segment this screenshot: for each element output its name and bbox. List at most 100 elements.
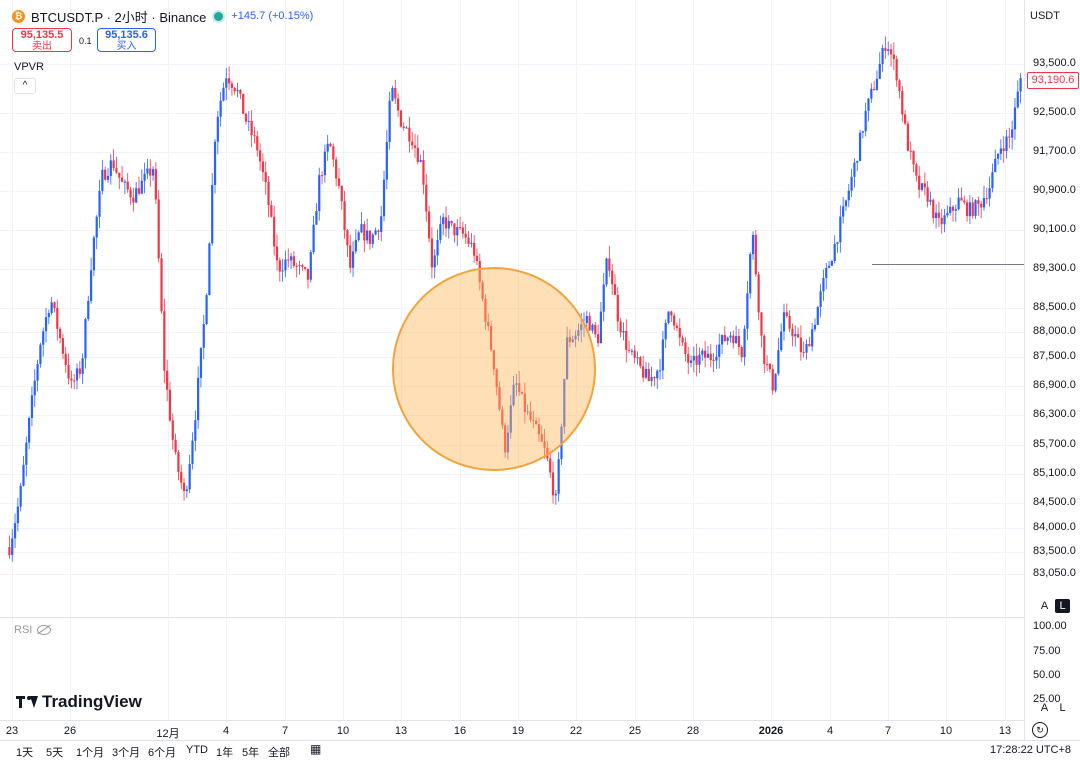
- candle-body: [78, 368, 81, 374]
- eye-off-icon[interactable]: [37, 625, 52, 635]
- candle-body: [737, 336, 741, 348]
- candle-body: [687, 354, 690, 363]
- candle-body: [929, 199, 932, 202]
- candle-body: [211, 184, 214, 244]
- candle-body: [661, 339, 664, 371]
- candle-body: [827, 265, 831, 268]
- vpvr-indicator-label[interactable]: VPVR: [14, 61, 44, 73]
- candle-body: [56, 308, 59, 329]
- candle-body: [875, 78, 879, 90]
- rsi-indicator-label[interactable]: RSI: [14, 624, 52, 636]
- candle-body: [360, 224, 363, 233]
- candle-body: [709, 353, 712, 360]
- circle-annotation[interactable]: [392, 267, 596, 471]
- currency-selector[interactable]: USDT: [1030, 10, 1060, 22]
- candle-body: [963, 200, 966, 203]
- pane-separator[interactable]: [0, 617, 1080, 618]
- candle-body: [42, 331, 45, 345]
- clock-timestamp[interactable]: 17:28:22 UTC+8: [990, 744, 1072, 756]
- chevron-up-icon: ^: [22, 80, 28, 91]
- tradingview-logo: TradingView: [16, 692, 142, 712]
- candle-body: [743, 328, 746, 358]
- rsi-tick-label: 25.00: [1033, 693, 1061, 705]
- candle-body: [658, 370, 662, 372]
- candle-body: [64, 353, 67, 365]
- candle-body: [180, 471, 183, 483]
- candle-body: [611, 270, 614, 285]
- range-button[interactable]: 3个月: [112, 747, 141, 759]
- chart-area[interactable]: [0, 0, 1024, 617]
- time-gridline: [771, 0, 772, 740]
- range-button[interactable]: 6个月: [148, 747, 177, 759]
- candle-body: [847, 190, 850, 201]
- candle-body: [768, 363, 772, 370]
- rsi-auto-scale-button[interactable]: A: [1040, 702, 1049, 714]
- symbol-title[interactable]: BTCUSDT.P · 2小时 · Binance: [31, 9, 207, 25]
- auto-scale-button[interactable]: A: [1040, 600, 1049, 612]
- candle-body: [109, 160, 112, 176]
- candle-body: [777, 350, 780, 374]
- candle-body: [729, 335, 732, 338]
- date-range-calendar-icon[interactable]: ▦: [310, 742, 322, 756]
- candle-body: [309, 252, 312, 280]
- candle-body: [999, 148, 1002, 154]
- candle-body: [926, 187, 929, 202]
- range-button[interactable]: 1年: [216, 747, 234, 759]
- candle-body: [329, 143, 332, 147]
- range-button[interactable]: 5年: [242, 747, 260, 759]
- price-gridline: [0, 574, 1024, 575]
- candle-body: [205, 295, 208, 325]
- candle-body: [151, 169, 155, 176]
- rsi-log-scale-button[interactable]: L: [1059, 702, 1066, 714]
- price-tick-label: 86,900.0: [1033, 379, 1076, 392]
- candle-body: [92, 237, 96, 271]
- candle-body: [149, 168, 152, 176]
- range-button[interactable]: YTD: [186, 744, 208, 756]
- candle-body: [1005, 136, 1008, 152]
- candle-body: [278, 260, 281, 272]
- collapse-indicators-button[interactable]: ^: [14, 78, 36, 94]
- candle-body: [422, 160, 425, 185]
- current-price-tag: 93,190.6: [1027, 72, 1079, 89]
- candle-body: [225, 78, 228, 88]
- spread-value: 0.1: [79, 36, 92, 46]
- candle-body: [808, 343, 811, 347]
- candle-body: [616, 294, 619, 322]
- candle-body: [287, 259, 290, 261]
- candle-body: [937, 212, 941, 218]
- price-gridline: [0, 527, 1024, 529]
- candle-body: [664, 322, 667, 340]
- candle-body: [219, 100, 222, 117]
- time-axis[interactable]: 23 26 12月 4 7 10 13 16 19 22 25 28 2026 4 7 10 13: [0, 720, 1024, 741]
- buy-button[interactable]: 95,135.6 买入: [97, 28, 156, 52]
- range-button[interactable]: 全部: [268, 747, 290, 759]
- range-button[interactable]: 1个月: [76, 747, 105, 759]
- range-button[interactable]: 1天: [16, 747, 34, 759]
- candle-body: [889, 49, 893, 55]
- bitcoin-icon: ₿: [12, 9, 25, 23]
- log-scale-button[interactable]: L: [1055, 599, 1070, 613]
- candle-body: [28, 417, 31, 443]
- time-tick-label: 10: [939, 725, 953, 737]
- candle-body: [940, 217, 943, 225]
- sell-button[interactable]: 95,135.5 卖出: [12, 28, 72, 52]
- price-axis[interactable]: 93,500.0 92,500.0 91,700.0 90,900.0 90,100.0…: [1024, 0, 1080, 740]
- candle-body: [289, 256, 293, 261]
- candle-body: [442, 217, 445, 225]
- candle-body: [723, 335, 726, 342]
- reset-chart-icon[interactable]: ↻: [1032, 722, 1048, 738]
- candle-body: [411, 141, 414, 146]
- candle-body: [816, 307, 819, 325]
- candle-body: [332, 146, 335, 160]
- price-tick-label: 85,100.0: [1033, 466, 1076, 479]
- range-button[interactable]: 5天: [46, 747, 64, 759]
- candle-body: [619, 321, 622, 333]
- candle-body: [388, 100, 391, 143]
- candle-body: [684, 342, 687, 355]
- candle-body: [295, 265, 298, 267]
- candle-body: [458, 227, 462, 229]
- candle-body: [59, 328, 62, 339]
- horizontal-line-annotation[interactable]: [872, 264, 1024, 265]
- candle-body: [853, 162, 856, 177]
- candle-body: [98, 190, 101, 217]
